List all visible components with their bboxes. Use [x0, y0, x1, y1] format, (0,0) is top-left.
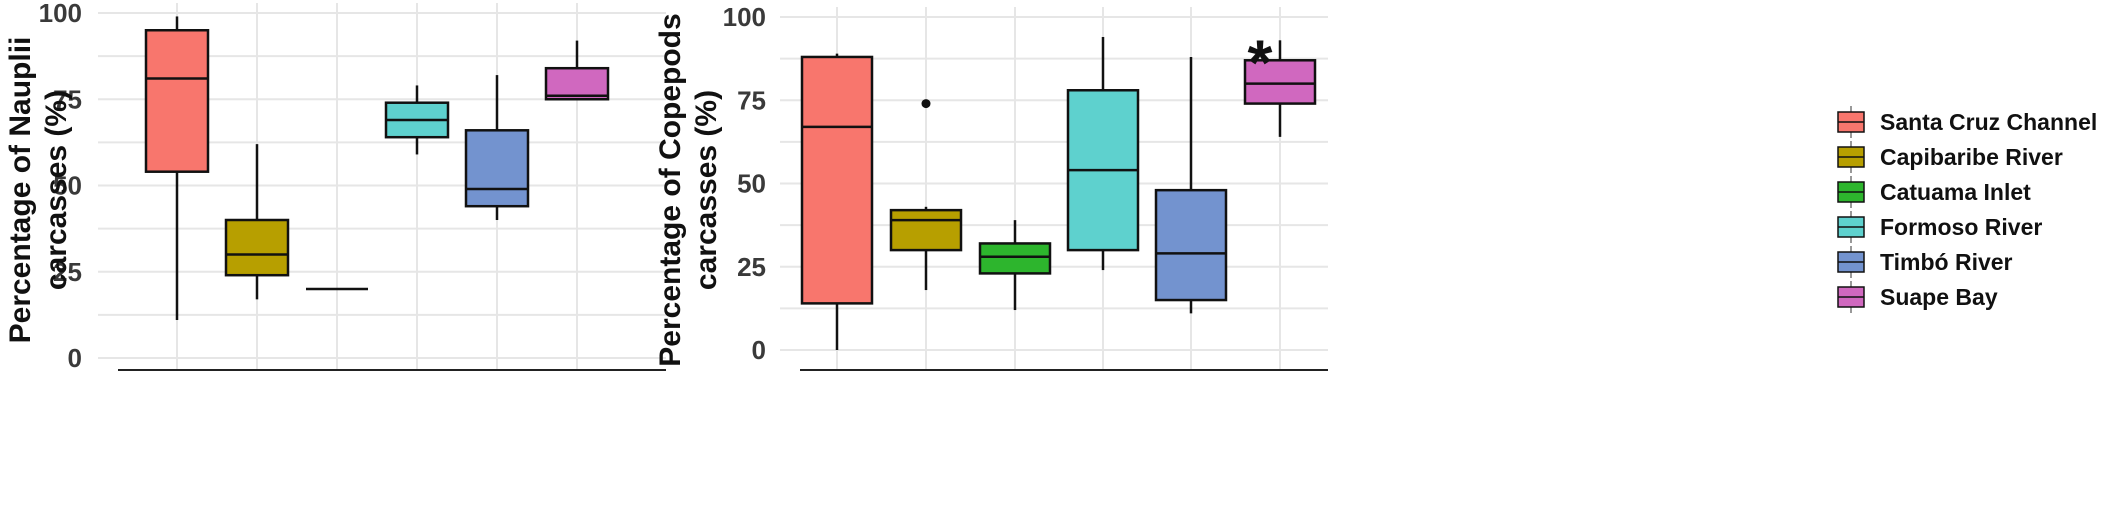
- outlier-point: [921, 99, 931, 109]
- copepods-boxplot-panel: 0 25 50 75 100 Percentage of Copepods carcasse…: [654, 2, 1328, 371]
- y-axis-title-line2: carcasses (%): [40, 90, 73, 290]
- legend-label: Formoso River: [1880, 214, 2042, 240]
- legend: Santa Cruz Channel Capibaribe River Catuam…: [1837, 106, 2097, 313]
- legend-label: Timbó River: [1880, 249, 2013, 275]
- box-6: [544, 40, 610, 101]
- box-body: [144, 29, 210, 173]
- box-1: [800, 53, 874, 350]
- y-axis-title-line1: Percentage of Nauplii: [4, 37, 37, 344]
- legend-label: Suape Bay: [1880, 284, 1998, 310]
- box-body: [544, 66, 610, 101]
- box-3: [978, 220, 1052, 311]
- box-body: [464, 129, 530, 208]
- y-tick-label: 100: [723, 2, 766, 32]
- legend-label: Catuama Inlet: [1880, 179, 2031, 205]
- y-tick-label: 25: [737, 252, 766, 282]
- y-tick-label: 0: [68, 343, 82, 373]
- y-axis-title-line1: Percentage of Copepods: [654, 13, 687, 366]
- box-1: [144, 16, 210, 321]
- box-body: [800, 55, 874, 305]
- y-axis-title-line2: carcasses (%): [690, 90, 723, 290]
- box-body: [1154, 188, 1228, 302]
- y-tick-label: 75: [737, 85, 766, 115]
- box-5: [1154, 56, 1228, 314]
- legend-item: Formoso River: [1837, 211, 2042, 243]
- legend-label: Capibaribe River: [1880, 144, 2063, 170]
- y-tick-label: 0: [752, 335, 766, 365]
- box-4: [384, 85, 450, 155]
- box-body: [889, 208, 963, 252]
- y-tick-label: 50: [737, 169, 766, 199]
- box-body: [978, 242, 1052, 275]
- legend-item: Santa Cruz Channel: [1837, 106, 2097, 138]
- box-5: [464, 75, 530, 220]
- y-tick-label: 100: [39, 0, 82, 28]
- legend-item: Timbó River: [1837, 246, 2013, 278]
- box-2: [889, 99, 963, 291]
- box-4: [1066, 36, 1140, 271]
- significance-asterisk: *: [1248, 26, 1273, 98]
- y-tick-label: 75: [53, 84, 82, 114]
- legend-item: Suape Bay: [1837, 281, 1998, 313]
- box-body: [1243, 59, 1317, 105]
- legend-item: Capibaribe River: [1837, 141, 2063, 173]
- box-2: [224, 144, 290, 300]
- y-tick-label: 50: [53, 171, 82, 201]
- legend-item: Catuama Inlet: [1837, 176, 2031, 208]
- box-body: [224, 218, 290, 277]
- box-6: [1243, 40, 1317, 137]
- legend-label: Santa Cruz Channel: [1880, 109, 2097, 135]
- y-tick-label: 25: [53, 257, 82, 287]
